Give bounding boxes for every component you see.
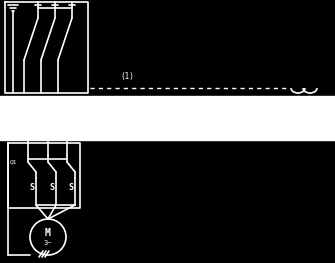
Text: M: M	[45, 228, 51, 238]
Text: S: S	[29, 184, 35, 193]
Text: S: S	[50, 184, 55, 193]
Text: (1): (1)	[120, 72, 134, 81]
Text: Q1: Q1	[10, 159, 17, 164]
Text: 3~: 3~	[44, 240, 52, 246]
Text: S: S	[68, 184, 73, 193]
